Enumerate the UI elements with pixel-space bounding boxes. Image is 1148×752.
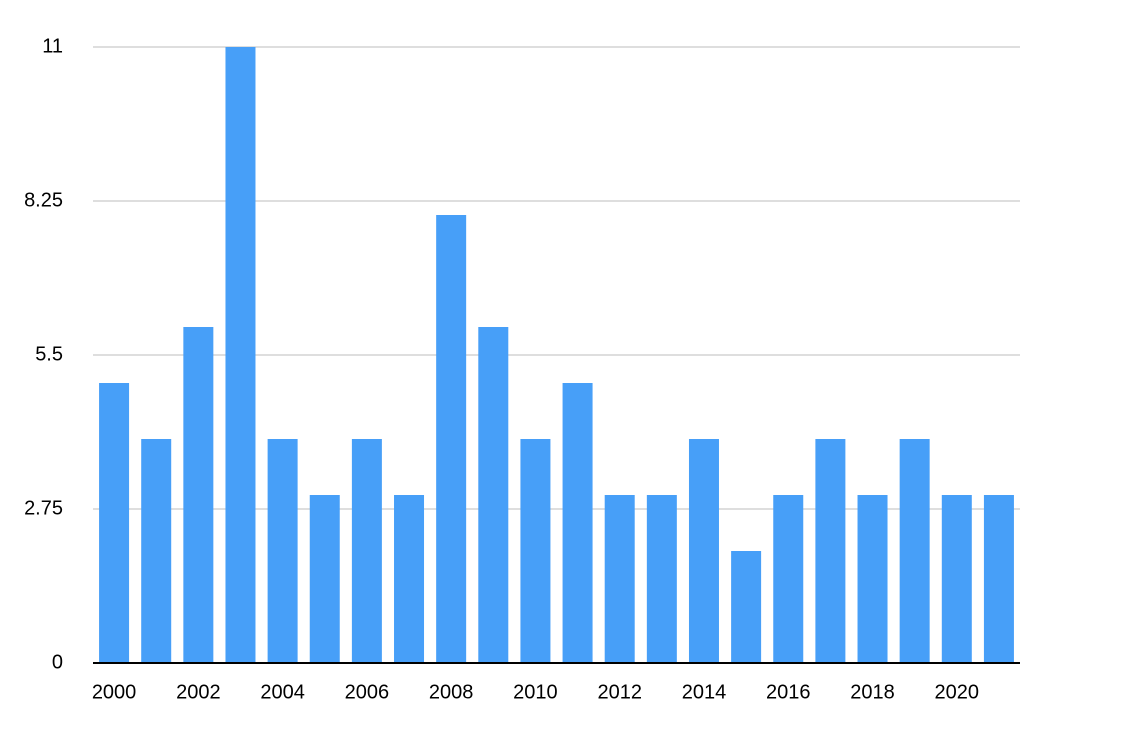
bar — [899, 439, 930, 663]
bar — [394, 495, 425, 663]
bar — [478, 327, 509, 663]
x-tick-label: 2018 — [850, 681, 895, 703]
bar — [351, 439, 382, 663]
bar — [183, 327, 214, 663]
y-tick-label: 8.25 — [24, 189, 63, 211]
bar — [941, 495, 972, 663]
y-tick-label: 2.75 — [24, 497, 63, 519]
y-tick-label: 11 — [42, 35, 63, 57]
x-tick-label: 2002 — [176, 681, 221, 703]
x-tick-label: 2012 — [597, 681, 642, 703]
bar — [604, 495, 635, 663]
bar — [688, 439, 719, 663]
bar — [773, 495, 804, 663]
bar — [983, 495, 1014, 663]
bar — [309, 495, 340, 663]
x-tick-label: 2014 — [682, 681, 727, 703]
bar — [520, 439, 551, 663]
x-tick-label: 2010 — [513, 681, 558, 703]
bar — [731, 551, 762, 663]
x-tick-label: 2008 — [429, 681, 474, 703]
y-tick-label: 5.5 — [35, 343, 63, 365]
x-tick-label: 2004 — [260, 681, 305, 703]
bar — [267, 439, 298, 663]
bar — [562, 383, 593, 663]
x-tick-label: 2000 — [92, 681, 137, 703]
bar — [646, 495, 677, 663]
x-tick-label: 2016 — [766, 681, 811, 703]
x-tick-label: 2006 — [345, 681, 390, 703]
bar — [857, 495, 888, 663]
bar — [815, 439, 846, 663]
y-tick-label: 0 — [52, 651, 63, 673]
bar — [99, 383, 130, 663]
bar — [141, 439, 172, 663]
bar — [225, 47, 256, 663]
x-tick-label: 2020 — [935, 681, 980, 703]
bar — [436, 215, 467, 663]
